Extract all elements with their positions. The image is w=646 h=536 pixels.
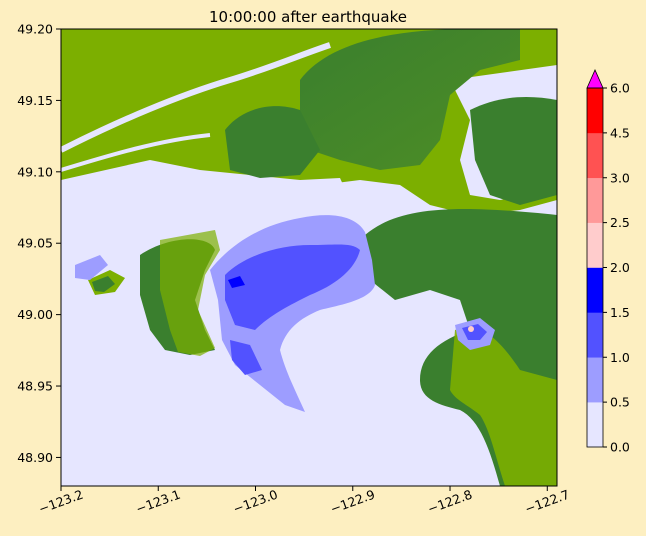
colorbar-tick: 0.5 [603,395,630,410]
land-west-strip [160,230,220,356]
colorbar-segment [587,357,603,403]
colorbar-segment [587,222,603,268]
river-channel [61,42,331,153]
y-tick: 49.15 [17,93,61,108]
colorbar: 0.0 0.5 1.0 1.5 2.0 2.5 3.0 4.5 6.0 [586,69,630,455]
x-tick: −123.1 [134,486,183,517]
map-heatmap [61,29,557,486]
colorbar-tick-label: 0.5 [610,395,630,410]
x-tick: −122.9 [328,486,377,516]
colorbar-tick: 2.5 [603,215,630,230]
x-tick-label: −122.7 [523,487,572,517]
y-tick-label: 49.20 [17,22,53,37]
plain-water-patch [61,160,350,252]
x-axis: −123.2 −123.1 −123.0 −122.9 −122.8 −122.7 [37,486,572,517]
colorbar-tick: 3.0 [603,170,630,185]
x-tick-label: −122.9 [328,487,377,517]
y-axis: 48.90 48.95 49.00 49.05 49.10 49.15 49.20 [17,22,61,465]
x-tick-label: −123.0 [231,487,280,517]
flood-depth-1-0-south [230,340,262,375]
colorbar-segment [587,402,603,448]
y-tick-label: 49.00 [17,307,53,322]
y-tick-label: 49.15 [17,93,53,108]
x-tick: −122.8 [426,486,475,517]
y-tick: 49.00 [17,307,61,322]
colorbar-tick: 0.0 [603,440,630,455]
flood-hotspot [468,326,474,332]
colorbar-segment [587,132,603,179]
colorbar-tick-label: 0.0 [610,440,630,455]
y-tick: 48.95 [17,379,61,394]
colorbar-extend-arrow [586,69,604,89]
flood-patch-west [75,255,108,280]
land-southeast-low [450,327,557,486]
y-tick: 49.20 [17,22,61,37]
hill-east [470,97,557,205]
chart-title: 10:00:00 after earthquake [209,8,407,26]
colorbar-tick-label: 3.0 [610,170,630,185]
x-tick-label: −123.1 [134,487,183,517]
y-tick-label: 48.90 [17,450,53,465]
plot-frame [60,28,558,487]
colorbar-segment [587,267,603,313]
x-tick: −123.0 [231,486,280,516]
flood-depth-1-5 [228,276,245,288]
colorbar-tick: 4.5 [603,125,630,140]
hill-north-center [225,106,320,178]
colorbar-tick-label: 2.5 [610,215,630,230]
colorbar-tick: 6.0 [603,81,630,96]
colorbar-tick-label: 6.0 [610,81,630,96]
x-tick-label: −122.8 [426,487,475,517]
colorbar-tick: 1.0 [603,350,630,365]
colorbar-segment [587,88,603,134]
x-tick: −122.7 [523,486,572,517]
colorbar-tick-label: 2.0 [610,260,630,275]
y-tick-label: 49.10 [17,164,53,179]
flood-depth-1-0 [225,244,360,330]
colorbar-tick-label: 1.0 [610,350,630,365]
colorbar-tick-label: 1.5 [610,305,630,320]
y-tick: 49.05 [17,236,61,251]
y-tick: 49.10 [17,164,61,179]
islet-west-dark [92,276,115,292]
colorbar-tick: 1.5 [603,305,630,320]
colorbar-tick: 2.0 [603,260,630,275]
colorbar-tick-label: 4.5 [610,125,630,140]
y-tick-label: 48.95 [17,379,53,394]
river-channel-south [61,133,211,172]
y-tick: 48.90 [17,450,61,465]
x-tick: −123.2 [37,486,86,517]
colorbar-segment [587,177,603,223]
x-tick-label: −123.2 [37,487,86,517]
colorbar-segment [587,312,603,358]
hill-northeast [300,29,520,170]
y-tick-label: 49.05 [17,236,53,251]
